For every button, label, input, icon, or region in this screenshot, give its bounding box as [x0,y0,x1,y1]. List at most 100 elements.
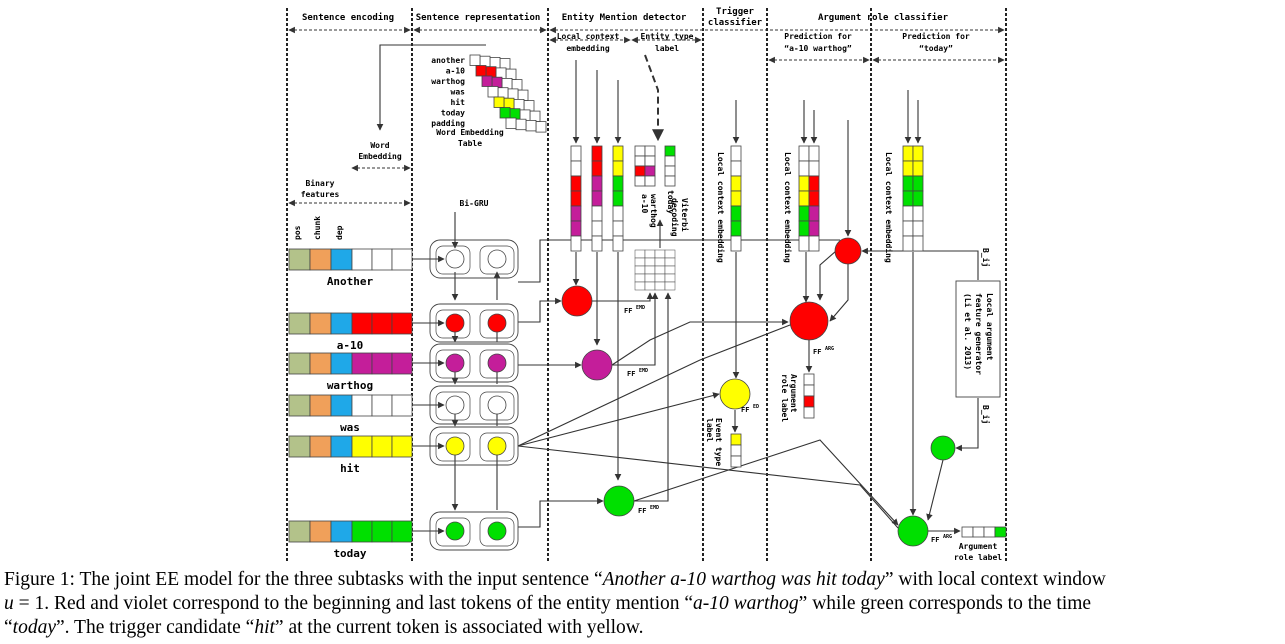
word-embedding-table-cell [493,96,505,108]
viterbi-cell [654,257,666,267]
ff-arg-node-today [897,515,929,547]
chunk-feature [309,312,332,335]
ff-emd-sup: EMD [636,305,645,311]
bi-gru-label: Bi-GRU [460,198,489,208]
ff-emd-node-today [603,485,635,517]
viterbi-cell [664,249,676,259]
chunk-feature [309,435,332,458]
argument-role-cell [803,406,815,419]
argument-role-label-2: role label [954,553,1002,562]
connector [955,398,979,452]
word-embedding-table-cell [505,117,517,129]
gru-cell-box [479,349,515,379]
context-embedding-cell [591,160,603,177]
gru-backward-node [487,436,507,456]
argument-context-cell [902,160,914,177]
word-embedding-cell [351,352,373,375]
caption-segment: Figure 1: [4,569,80,590]
argument-context-cell [902,220,914,237]
caption-segment: ”. The trigger candidate “ [55,617,255,638]
entity-type-cell [634,175,646,187]
header-label: label [655,44,679,53]
ff-emd-label: FF [638,507,646,515]
word-embedding-cell [371,352,393,375]
argument-context-cell [808,160,820,177]
word-embedding-table-cell [499,107,511,119]
argument-context-cell [808,175,820,192]
context-embedding-cell [612,205,624,222]
event-type-label-2: label [705,418,714,442]
caption-segment: a-10 warthog [693,593,799,614]
lafg-line-2: feature generator [974,293,983,375]
gru-forward-node [445,249,465,269]
context-embedding-cell [570,190,582,207]
connector [926,459,944,521]
argument-local-context-label: Local context embedding [783,152,793,263]
caption-segment: ” at the current token is associated wit… [274,617,644,638]
pos-label: pos [293,225,302,240]
argument-role-label: Argument [959,542,998,551]
viterbi-cell [654,281,666,291]
dep-feature [330,312,353,335]
viterbi-cell [634,249,646,259]
argument-context-cell [912,190,924,207]
context-embedding-cell [612,145,624,162]
viterbi-label-2: decoding [670,198,680,237]
viterbi-cell [654,249,666,259]
word-embedding-table-cell [535,121,547,133]
word-embedding-cell [391,394,413,417]
connection-lines [286,8,1007,562]
local-argument-feature-generator [955,280,1001,398]
pos-feature [288,248,311,271]
local-feature-node-today [930,435,956,461]
context-embedding-cell [612,175,624,192]
ff-emd-label: FF [624,307,632,315]
viterbi-cell [654,273,666,283]
chunk-feature [309,520,332,543]
word-embedding-cell [371,312,393,335]
trigger-context-cell [730,160,742,177]
vocab-word-another: another [431,56,465,65]
connector [611,318,789,366]
word-embedding-cell [391,435,413,458]
connector [816,250,837,301]
header-entity-mention-detector: Entity Mention detector [562,12,687,23]
dep-feature [330,352,353,375]
context-embedding-cell [591,175,603,192]
gru-forward-node [445,436,465,456]
entity-type-cell [644,165,656,177]
event-type-cell [730,455,742,468]
viterbi-cell [644,265,656,275]
context-embedding-cell [591,190,603,207]
connector [517,445,899,529]
entity-type-dashed-arrow [644,54,664,142]
gru-cell-box [435,391,471,421]
word-embedding-cell [371,435,393,458]
gru-row-box [429,239,519,279]
ff-ed-sup: ED [753,404,759,410]
argument-context-cell [808,190,820,207]
context-embedding-cell [612,160,624,177]
entity-token-warthog: warthog [649,194,658,228]
argument-context-cell [798,175,810,192]
token-today: today [333,547,366,560]
dep-feature [330,435,353,458]
gru-backward-node [487,249,507,269]
token-warthog: warthog [327,379,373,392]
argument-role-output-cell [983,526,996,538]
trigger-context-cell [730,175,742,192]
context-embedding-cell [591,220,603,237]
viterbi-cell [664,281,676,291]
header-prediction-a10-quote: “a-10 warthog” [784,44,852,53]
ff-emd-node-a10 [561,285,593,317]
entity-type-cell [664,155,676,167]
gru-cell-box [435,245,471,275]
vocab-word-padding: padding [431,118,465,128]
argument-context-cell [798,145,810,162]
gru-cell-box [479,517,515,547]
diagram-shapes [288,54,1007,551]
entity-type-cell [634,155,646,167]
ff-emd-node-warthog [581,349,613,381]
bij-bottom-label: B_ij [981,405,991,424]
argument-context-cell [912,220,924,237]
